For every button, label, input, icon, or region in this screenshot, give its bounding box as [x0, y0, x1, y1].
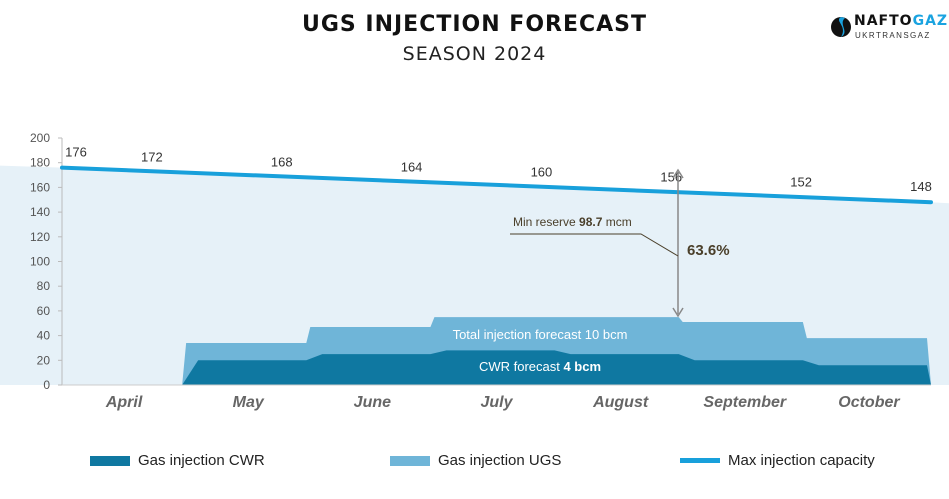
- y-tick-label: 20: [37, 353, 51, 367]
- legend-cwr: Gas injection CWR: [90, 452, 265, 469]
- y-tick-label: 180: [30, 156, 50, 170]
- total-injection-label: Total injection forecast 10 bcm: [453, 327, 628, 342]
- logo-text: NAFTO: [854, 13, 913, 29]
- legend-label: Gas injection UGS: [438, 452, 562, 469]
- y-tick-label: 160: [30, 180, 50, 194]
- logo-mark-icon: [831, 17, 851, 37]
- capacity-data-label: 160: [531, 164, 553, 179]
- y-tick-label: 120: [30, 230, 50, 244]
- chart-subtitle: SEASON 2024: [402, 43, 547, 65]
- legend-ugs: Gas injection UGS: [390, 452, 561, 469]
- reserve-percent: 63.6%: [687, 242, 730, 259]
- x-tick-label: September: [703, 394, 786, 411]
- chart-title: UGS INJECTION FORECAST: [301, 12, 648, 37]
- logo-subtext: UKRTRANSGAZ: [855, 31, 931, 40]
- cwr-area: [62, 350, 931, 385]
- x-tick-label: October: [838, 394, 900, 411]
- max-capacity-line: [60, 165, 933, 205]
- capacity-data-label: 168: [271, 155, 293, 170]
- capacity-data-label: 172: [141, 150, 163, 165]
- capacity-data-label: 152: [790, 174, 812, 189]
- naftogaz-logo: NAFTOGAZ UKRTRANSGAZ: [830, 12, 949, 44]
- y-tick-label: 60: [37, 304, 51, 318]
- legend-swatch: [390, 455, 430, 466]
- y-tick-label: 80: [37, 279, 51, 293]
- reserve-leader-line: [510, 233, 679, 257]
- arrow-heads-icon: [672, 168, 684, 318]
- y-tick-label: 100: [30, 255, 50, 269]
- logo-text-accent: GAZ: [912, 13, 949, 29]
- x-tick-label: July: [480, 394, 513, 411]
- legend-swatch: [90, 455, 130, 466]
- x-tick-label: May: [233, 394, 265, 411]
- x-tick-label: August: [592, 394, 649, 411]
- y-tick-label: 0: [43, 378, 50, 392]
- legend-swatch: [680, 458, 720, 463]
- y-tick-label: 40: [37, 329, 51, 343]
- y-tick-label: 200: [30, 131, 50, 145]
- capacity-data-label: 148: [910, 179, 932, 194]
- min-reserve-label: Min reserve 98.7 mcm: [513, 215, 632, 229]
- capacity-data-label: 164: [401, 159, 423, 174]
- legend-label: Max injection capacity: [728, 452, 875, 469]
- chart-area: 0 20 40 60 80 100 120 140 160 180 200 April May June J…: [0, 131, 949, 411]
- cwr-forecast-label: CWR forecast 4 bcm: [479, 359, 601, 374]
- legend-label: Gas injection CWR: [138, 452, 265, 469]
- y-tick-label: 140: [30, 205, 50, 219]
- capacity-data-label: 176: [65, 145, 87, 160]
- x-tick-label: April: [105, 394, 143, 411]
- x-tick-label: June: [354, 394, 391, 411]
- legend-capacity: Max injection capacity: [680, 452, 875, 469]
